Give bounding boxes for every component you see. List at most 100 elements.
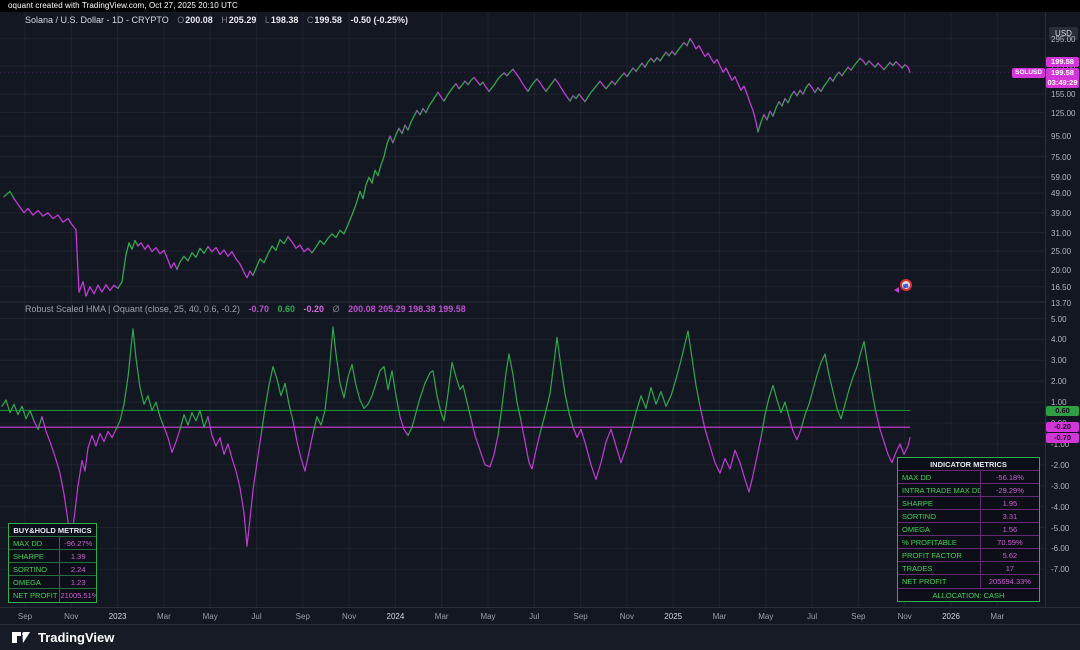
main-pane-legend[interactable]: Solana / U.S. Dollar - 1D - CRYPTO O200.…: [25, 15, 408, 25]
indicator-last-value: -0.70: [248, 304, 269, 314]
price-tick: 31.00: [1051, 228, 1072, 238]
upper-threshold-badge: 0.60: [1046, 406, 1079, 416]
indicator-upper-value: 0.60: [277, 304, 296, 314]
metrics-row: % PROFITABLE 70.59%: [898, 536, 1039, 549]
chart-canvas[interactable]: [0, 12, 1080, 624]
time-label: 2026: [942, 612, 960, 621]
metric-label: NET PROFIT: [902, 577, 947, 586]
tradingview-logo-icon[interactable]: [12, 630, 31, 645]
price-tick: 295.00: [1051, 34, 1076, 44]
metric-label: SHARPE: [13, 552, 44, 561]
marker-circle-icon: [898, 277, 914, 293]
metrics-row: SHARPE 1.39: [9, 550, 96, 563]
metrics-row: NET PROFIT 21005.51%: [9, 589, 96, 602]
time-label: May: [758, 612, 774, 621]
time-label: Mar: [157, 612, 171, 621]
time-axis[interactable]: Sep Nov 2023 Mar May Jul Sep Nov 2024 Mar May Jul Se…: [0, 607, 1080, 624]
indicator-tick: 1.00: [1051, 398, 1067, 408]
indicator-table-title: INDICATOR METRICS: [898, 458, 1039, 471]
metric-value: -96.27%: [59, 537, 96, 549]
indicator-legend[interactable]: Robust Scaled HMA | Oquant (close, 25, 4…: [25, 304, 466, 314]
low-label: L: [264, 15, 270, 25]
tradingview-wordmark[interactable]: TradingView: [38, 630, 115, 645]
metric-label: OMEGA: [13, 578, 41, 587]
time-label: Nov: [619, 612, 635, 621]
metrics-row: MAX DD -96.27%: [9, 537, 96, 550]
price-tick: 59.00: [1051, 173, 1072, 183]
event-marker-icon[interactable]: [894, 277, 914, 294]
time-label: Sep: [573, 612, 588, 621]
indicator-tick: -6.00: [1051, 544, 1070, 554]
metric-value: 5.62: [979, 549, 1039, 561]
metric-value: 21005.51%: [59, 589, 96, 602]
time-label: Jul: [529, 612, 540, 621]
metrics-row: SORTINO 3.31: [898, 510, 1039, 523]
metrics-row: INTRA TRADE MAX DD -29.29%: [898, 484, 1039, 497]
metric-label: INTRA TRADE MAX DD: [902, 486, 980, 495]
buyhold-table-title: BUY&HOLD METRICS: [9, 524, 96, 537]
high-value: 205.29: [228, 15, 257, 25]
open-label: O: [177, 15, 185, 25]
metric-value: 2.24: [59, 563, 96, 575]
currency-toggle-button[interactable]: USD: [1049, 27, 1078, 40]
indicator-tick: -7.00: [1051, 565, 1070, 575]
price-tick: 75.00: [1051, 152, 1072, 162]
metric-label: SORTINO: [13, 565, 48, 574]
metrics-row: SORTINO 2.24: [9, 563, 96, 576]
lower-threshold-badge: -0.20: [1046, 422, 1079, 432]
buyhold-metrics-table: BUY&HOLD METRICS MAX DD -96.27% SHARPE 1.39…: [8, 523, 97, 603]
close-value: 199.58: [314, 15, 342, 25]
metric-label: NET PROFIT: [13, 591, 58, 600]
indicator-tick: 4.00: [1051, 335, 1067, 345]
metrics-row: SHARPE 1.95: [898, 497, 1039, 510]
price-tick: 95.00: [1051, 132, 1072, 142]
time-label: Nov: [64, 612, 79, 621]
average-symbol: Ø: [332, 304, 340, 314]
indicator-ohlc-values: 200.08 205.29 198.38 199.58: [348, 304, 466, 314]
high-label: H: [221, 15, 228, 25]
metric-label: SHARPE: [902, 499, 933, 508]
price-axis[interactable]: USD 295.00215.00155.00125.0095.0075.0059…: [1045, 12, 1080, 607]
time-label: May: [480, 612, 496, 621]
metric-value: 1.95: [979, 497, 1039, 509]
price-tick: 13.70: [1051, 298, 1072, 308]
low-value: 198.38: [270, 15, 299, 25]
last-price-value: 199.58: [1051, 68, 1074, 77]
metric-label: PROFIT FACTOR: [902, 551, 962, 560]
indicator-tick: 5.00: [1051, 314, 1067, 324]
indicator-tick: 2.00: [1051, 377, 1067, 387]
price-tick: 155.00: [1051, 90, 1076, 100]
export-note: oquant created with TradingView.com, Oct…: [0, 0, 1080, 12]
time-label: Jul: [251, 612, 262, 621]
time-label: Jul: [806, 612, 818, 621]
footer-bar: TradingView: [0, 624, 1080, 650]
indicator-tick: 3.00: [1051, 356, 1067, 366]
time-label: Sep: [851, 612, 866, 621]
time-label: 2023: [108, 612, 127, 621]
indicator-lower-value: -0.20: [303, 304, 325, 314]
change-value: -0.50 (-0.25%): [350, 15, 408, 25]
metric-value: -56.18%: [979, 471, 1039, 483]
metrics-row: PROFIT FACTOR 5.62: [898, 549, 1039, 562]
time-label: Mar: [712, 612, 727, 621]
time-label: Sep: [17, 612, 33, 621]
price-tick: 20.00: [1051, 266, 1072, 276]
metrics-row: MAX DD -56.18%: [898, 471, 1039, 484]
metrics-row: OMEGA 1.23: [9, 576, 96, 589]
indicator-title[interactable]: Robust Scaled HMA | Oquant (close, 25, 4…: [25, 304, 240, 314]
metrics-row: OMEGA 1.56: [898, 523, 1039, 536]
oscillator-last-badge: -0.70: [1046, 433, 1079, 443]
open-value: 200.08: [185, 15, 213, 25]
indicator-tick: -3.00: [1051, 481, 1070, 491]
marker-arrow-icon: [894, 287, 899, 293]
metrics-row: TRADES 17: [898, 562, 1039, 575]
metric-value: 1.56: [979, 523, 1039, 535]
symbol-tag-badge: SOLUSD: [1012, 68, 1046, 78]
symbol-description[interactable]: Solana / U.S. Dollar - 1D - CRYPTO: [25, 15, 169, 25]
metric-value: 205694.33%: [979, 575, 1039, 588]
time-label: 2024: [386, 612, 405, 621]
hma-price-badge: 199.58: [1046, 57, 1079, 67]
metric-label: SORTINO: [902, 512, 937, 521]
metric-value: 1.23: [59, 576, 96, 588]
